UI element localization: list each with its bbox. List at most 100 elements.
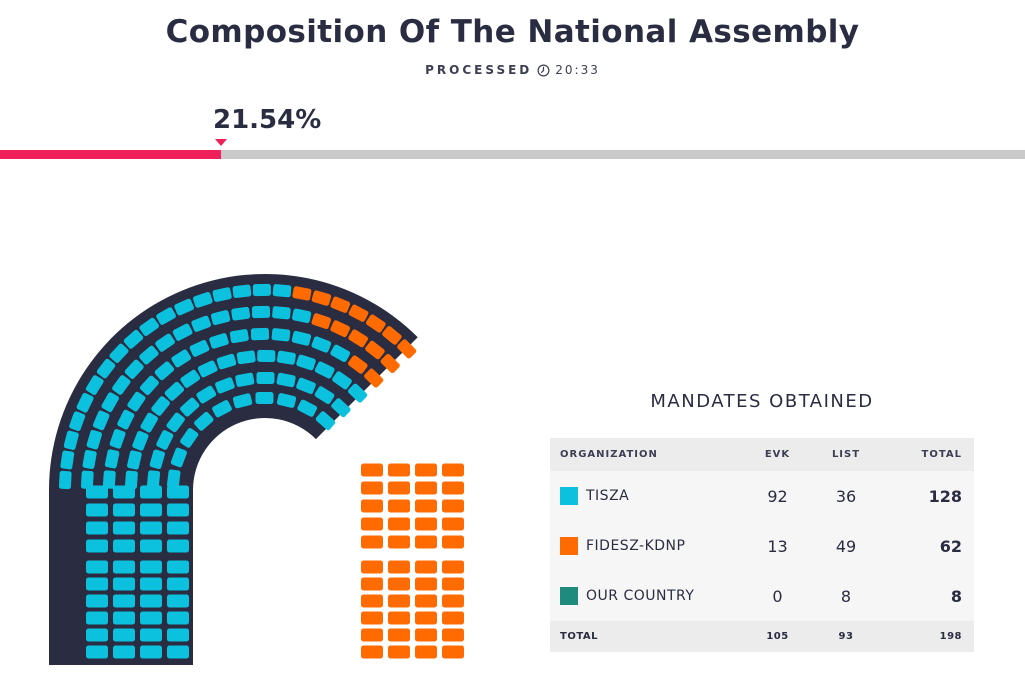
seat-tisza <box>172 323 193 341</box>
table-footer-row: TOTAL 105 93 198 <box>550 621 974 652</box>
seat-tisza <box>167 645 189 659</box>
seat-fidesz-kdnp <box>380 353 400 374</box>
table-row: TISZA 92 36 128 <box>550 471 974 521</box>
seat-tisza <box>191 315 212 332</box>
total-value: 8 <box>950 586 962 606</box>
seat-tisza <box>76 392 94 413</box>
seat-tisza <box>231 306 251 321</box>
seat-tisza <box>314 386 335 405</box>
seat-tisza <box>60 450 75 470</box>
seat-tisza <box>86 485 108 499</box>
seat-tisza <box>311 336 332 353</box>
seat-fidesz-kdnp <box>348 329 369 348</box>
seat-tisza <box>167 521 189 535</box>
seat-fidesz-kdnp <box>361 628 383 642</box>
list-value: 8 <box>840 586 852 606</box>
total-value: 128 <box>928 486 962 506</box>
mandates-title: MANDATES OBTAINED <box>650 391 874 412</box>
seat-tisza <box>210 310 231 326</box>
seat-fidesz-kdnp <box>442 611 464 625</box>
seat-tisza <box>96 358 116 379</box>
seat-tisza <box>212 400 232 418</box>
seat-tisza <box>196 385 217 404</box>
seat-tisza <box>292 308 312 324</box>
seat-tisza <box>166 469 181 489</box>
seat-fidesz-kdnp <box>442 645 464 659</box>
seat-tisza <box>113 577 135 591</box>
seat-fidesz-kdnp <box>330 320 351 338</box>
seat-fidesz-kdnp <box>442 577 464 591</box>
seat-tisza <box>139 345 159 365</box>
seat-tisza <box>272 306 291 320</box>
seat-tisza <box>180 428 199 448</box>
seat-tisza <box>109 343 129 363</box>
seat-tisza <box>139 375 159 395</box>
clock-icon <box>537 64 550 76</box>
seat-fidesz-kdnp <box>388 645 410 659</box>
seat-fidesz-kdnp <box>415 577 437 591</box>
seat-tisza <box>146 470 161 489</box>
seat-tisza <box>86 521 108 535</box>
seat-tisza <box>216 353 237 370</box>
seat-fidesz-kdnp <box>388 463 410 477</box>
progress-bar-fill <box>0 150 221 159</box>
hemicycle-seats <box>58 283 464 659</box>
seat-tisza <box>113 503 135 517</box>
seat-tisza <box>101 392 119 413</box>
seat-tisza <box>296 354 316 371</box>
seat-tisza <box>113 560 135 574</box>
seat-fidesz-kdnp <box>442 499 464 513</box>
seat-tisza <box>102 470 116 489</box>
seat-fidesz-kdnp <box>292 286 312 301</box>
seat-tisza <box>86 577 108 591</box>
seat-fidesz-kdnp <box>311 290 332 306</box>
table-row: OUR COUNTRY 0 8 8 <box>550 571 974 621</box>
seat-tisza <box>276 372 296 388</box>
seat-fidesz-kdnp <box>388 481 410 495</box>
seat-tisza <box>229 329 249 344</box>
seat-tisza <box>257 349 276 363</box>
seat-fidesz-kdnp <box>365 314 386 333</box>
seat-fidesz-kdnp <box>388 535 410 549</box>
seat-tisza <box>113 628 135 642</box>
seat-tisza <box>104 449 120 469</box>
seat-tisza <box>167 611 189 625</box>
seat-tisza <box>197 360 218 378</box>
seat-tisza <box>140 594 162 608</box>
seat-tisza <box>167 594 189 608</box>
seat-fidesz-kdnp <box>442 517 464 531</box>
seat-tisza <box>209 333 229 349</box>
seat-fidesz-kdnp <box>361 577 383 591</box>
seat-tisza <box>256 371 275 385</box>
column-header-total: TOTAL <box>877 438 974 471</box>
seat-tisza <box>171 349 192 368</box>
seat-tisza <box>255 391 274 405</box>
seat-tisza <box>132 430 149 451</box>
table-header-row: ORGANIZATION EVK LIST TOTAL <box>550 438 974 471</box>
seat-tisza <box>315 411 336 431</box>
seat-tisza <box>127 450 142 470</box>
seat-tisza <box>86 429 102 450</box>
table-row: FIDESZ-KDNP 13 49 62 <box>550 521 974 571</box>
seat-tisza <box>250 327 270 341</box>
seat-fidesz-kdnp <box>415 628 437 642</box>
footer-total: 198 <box>877 621 974 652</box>
seat-tisza <box>252 283 271 297</box>
seat-tisza <box>347 383 368 403</box>
progress-bar <box>0 139 1025 159</box>
seat-fidesz-kdnp <box>415 535 437 549</box>
seat-tisza <box>296 377 316 394</box>
seat-fidesz-kdnp <box>442 535 464 549</box>
party-name: FIDESZ-KDNP <box>586 538 686 554</box>
seat-fidesz-kdnp <box>442 594 464 608</box>
seat-tisza <box>271 328 291 342</box>
seat-fidesz-kdnp <box>361 517 383 531</box>
seat-tisza <box>140 645 162 659</box>
seat-tisza <box>276 350 296 365</box>
seat-fidesz-kdnp <box>382 326 402 345</box>
party-color-swatch <box>560 537 578 555</box>
mandates-table: ORGANIZATION EVK LIST TOTAL TISZA 92 36 … <box>550 438 974 652</box>
seat-fidesz-kdnp <box>415 481 437 495</box>
seat-fidesz-kdnp <box>330 296 351 313</box>
seat-fidesz-kdnp <box>415 594 437 608</box>
